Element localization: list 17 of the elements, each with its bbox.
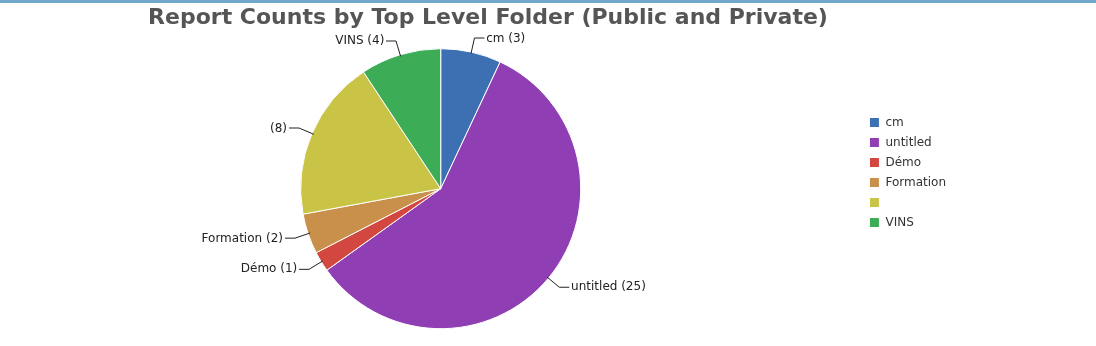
data-label: (1) <box>280 261 298 276</box>
data-label: (8) <box>269 120 287 135</box>
slice-label: cm <box>486 30 505 45</box>
data-label: (2) <box>265 230 283 245</box>
slice-label: untitled <box>571 279 618 294</box>
legend-label: Formation <box>885 174 947 189</box>
data-label: (3) <box>508 30 526 45</box>
legend-label: VINS <box>885 214 914 229</box>
legend-label: cm <box>885 114 904 129</box>
data-label: (25) <box>621 279 646 294</box>
chart-title: Report Counts by Top Level Folder (Public and Private) <box>148 3 828 29</box>
slice-label: Formation <box>201 230 263 245</box>
slice-label: VINS <box>335 33 364 48</box>
slice-label: Démo <box>240 261 277 276</box>
legend-label: Démo <box>885 154 922 169</box>
data-label: (4) <box>367 33 385 48</box>
legend-label: untitled <box>885 134 932 149</box>
